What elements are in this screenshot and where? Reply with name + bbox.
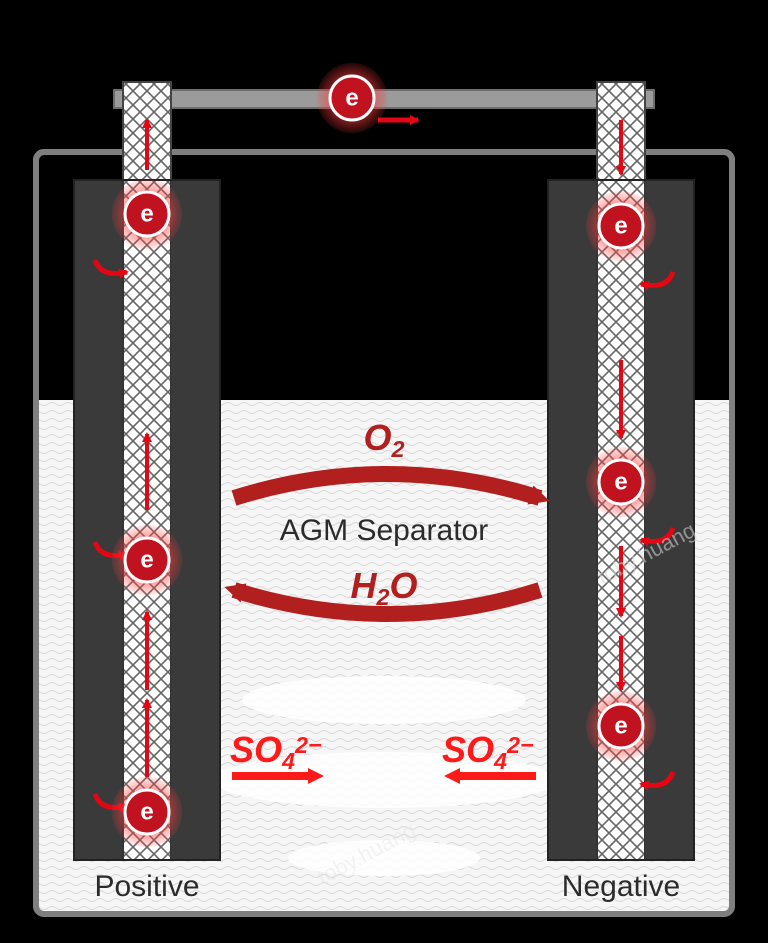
negative-label: Negative <box>562 870 680 903</box>
svg-text:e: e <box>140 546 153 573</box>
svg-text:e: e <box>614 212 627 239</box>
electron-icon: e <box>112 525 182 595</box>
svg-text:e: e <box>140 200 153 227</box>
electron-icon: e <box>586 191 656 261</box>
electron-icon: e <box>112 179 182 249</box>
positive-label: Positive <box>94 870 199 903</box>
svg-text:e: e <box>345 84 358 111</box>
electron-icon: e <box>112 777 182 847</box>
svg-text:e: e <box>614 712 627 739</box>
svg-text:e: e <box>140 798 153 825</box>
svg-text:e: e <box>614 468 627 495</box>
electron-icon: e <box>586 447 656 517</box>
agm-separator-label: AGM Separator <box>280 514 488 547</box>
battery-diagram: eeeeeee O2 H2O AGM Separator SO42− SO42−… <box>0 0 768 943</box>
electron-icon: e <box>586 691 656 761</box>
electron-icon: e <box>317 63 387 133</box>
